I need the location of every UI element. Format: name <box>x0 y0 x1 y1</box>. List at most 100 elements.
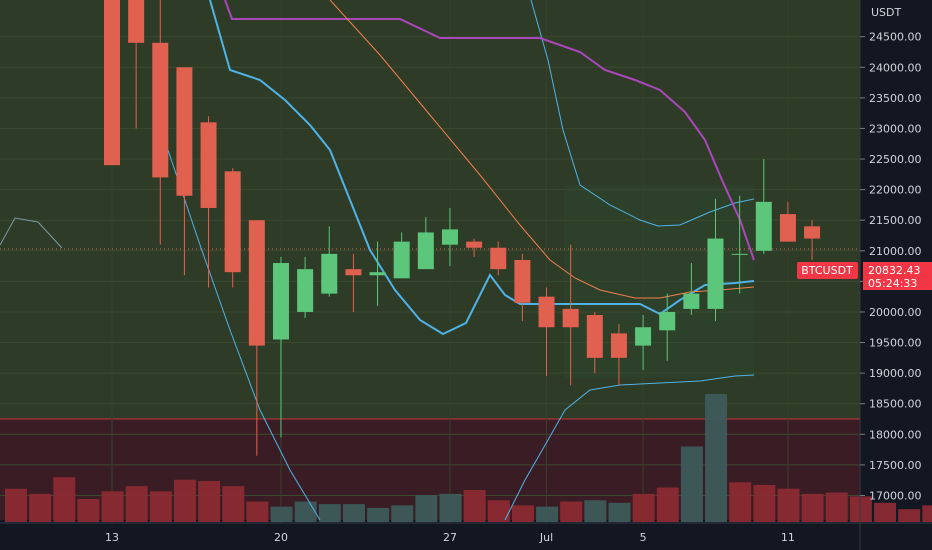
candle-bearish[interactable] <box>779 201 796 242</box>
volume-bar <box>511 505 534 522</box>
volume-bar <box>294 501 317 522</box>
candle-bearish[interactable] <box>128 0 145 129</box>
countdown-text: 05:24:33 <box>868 277 917 290</box>
candle-bearish[interactable] <box>586 311 603 374</box>
candle-bearish[interactable] <box>610 324 627 386</box>
candle-bearish[interactable] <box>514 253 531 322</box>
candle-body <box>683 293 700 309</box>
time-tick-label: 13 <box>105 531 119 544</box>
volume-bar <box>246 501 269 522</box>
candle-body <box>635 327 652 346</box>
fast-average-line <box>329 0 755 299</box>
candle-bullish[interactable] <box>635 315 652 371</box>
candle-bullish[interactable] <box>369 241 386 306</box>
upper-band-line <box>530 0 755 227</box>
candle-body <box>804 226 821 239</box>
candle-body <box>586 315 603 358</box>
symbol-tag-text: BTCUSDT <box>801 264 853 277</box>
time-axis[interactable]: 13 20 27 Jul 5 11 <box>105 531 795 544</box>
candle-body <box>441 229 458 245</box>
time-tick-label: 11 <box>781 531 795 544</box>
candle-bearish[interactable] <box>466 238 483 257</box>
candle-body <box>490 247 507 270</box>
candle-bearish[interactable] <box>345 253 362 312</box>
candle-bearish[interactable] <box>538 287 555 377</box>
volume-bar <box>222 486 245 522</box>
candle-body <box>562 308 579 328</box>
volume-bar <box>198 481 221 522</box>
time-tick-label: Jul <box>539 531 553 544</box>
volume-bar <box>415 495 438 522</box>
volume-bar <box>173 479 196 522</box>
last-price-text: 20832.43 <box>868 264 921 277</box>
volume-bar <box>680 446 703 522</box>
price-axis[interactable]: 17000.00 17500.00 18000.00 18500.00 19000.00… <box>860 31 922 503</box>
candle-bullish[interactable] <box>659 293 676 361</box>
candle-body <box>248 220 265 346</box>
time-tick-label: 20 <box>274 531 288 544</box>
candle-bearish[interactable] <box>176 67 193 276</box>
volume-bar <box>29 493 52 522</box>
volume-bar <box>391 505 414 522</box>
candle-bullish[interactable] <box>417 217 434 270</box>
volume-bar <box>705 394 728 522</box>
candle-bearish[interactable] <box>224 168 241 288</box>
candle-body <box>393 241 410 279</box>
candle-body <box>297 269 314 312</box>
price-tick-label: 18000.00 <box>869 428 922 441</box>
candle-bearish[interactable] <box>104 0 120 166</box>
volume-bar <box>608 502 631 522</box>
candle-body <box>779 214 796 242</box>
price-tick-label: 20000.00 <box>869 306 922 319</box>
candle-bearish[interactable] <box>562 244 579 386</box>
candle-body <box>417 232 434 270</box>
candle-bullish[interactable] <box>272 256 289 438</box>
volume-bar <box>5 488 27 522</box>
time-tick-label: 5 <box>640 531 647 544</box>
candle-bearish[interactable] <box>490 241 507 276</box>
candle-bearish[interactable] <box>804 220 821 260</box>
candle-bullish[interactable] <box>441 207 458 267</box>
time-tick-label: 27 <box>443 531 457 544</box>
price-tick-label: 18500.00 <box>869 398 922 411</box>
price-tick-label: 21000.00 <box>869 245 922 258</box>
candle-bullish[interactable] <box>707 198 724 322</box>
price-tick-label: 19500.00 <box>869 337 922 350</box>
candle-body <box>538 296 555 328</box>
candle-body <box>128 0 145 43</box>
symbol-tag <box>797 262 858 279</box>
middle-band-line <box>209 0 755 336</box>
volume-bar <box>825 492 848 522</box>
candle-bearish[interactable] <box>248 220 265 456</box>
candle-bullish[interactable] <box>321 226 338 297</box>
candle-body <box>176 67 193 196</box>
volume-bar <box>849 496 872 522</box>
volume-bar <box>342 504 365 522</box>
volume-bar <box>101 491 124 522</box>
candle-bullish[interactable] <box>393 232 410 279</box>
candle-body <box>321 253 338 294</box>
volume-bar <box>367 507 390 522</box>
price-tick-label: 24000.00 <box>869 61 922 74</box>
candle-body <box>224 171 241 273</box>
candle-bullish[interactable] <box>731 195 748 294</box>
candle-bearish[interactable] <box>152 0 169 245</box>
candle-body <box>345 269 362 276</box>
volume-bar <box>777 488 800 522</box>
candle-body <box>514 259 531 303</box>
candle-body <box>707 238 724 309</box>
volume-bar <box>922 505 932 522</box>
candle-bearish[interactable] <box>200 116 217 288</box>
volume-bar <box>53 477 76 522</box>
volume-bar <box>270 506 293 522</box>
candle-bullish[interactable] <box>297 256 314 319</box>
volume-bar <box>656 487 679 522</box>
candle-bullish[interactable] <box>683 263 700 316</box>
candle-bullish[interactable] <box>755 159 772 254</box>
volume-bar <box>753 484 776 522</box>
volume-bar <box>584 500 607 522</box>
volume-bar <box>318 504 341 522</box>
candle-series <box>104 0 821 456</box>
